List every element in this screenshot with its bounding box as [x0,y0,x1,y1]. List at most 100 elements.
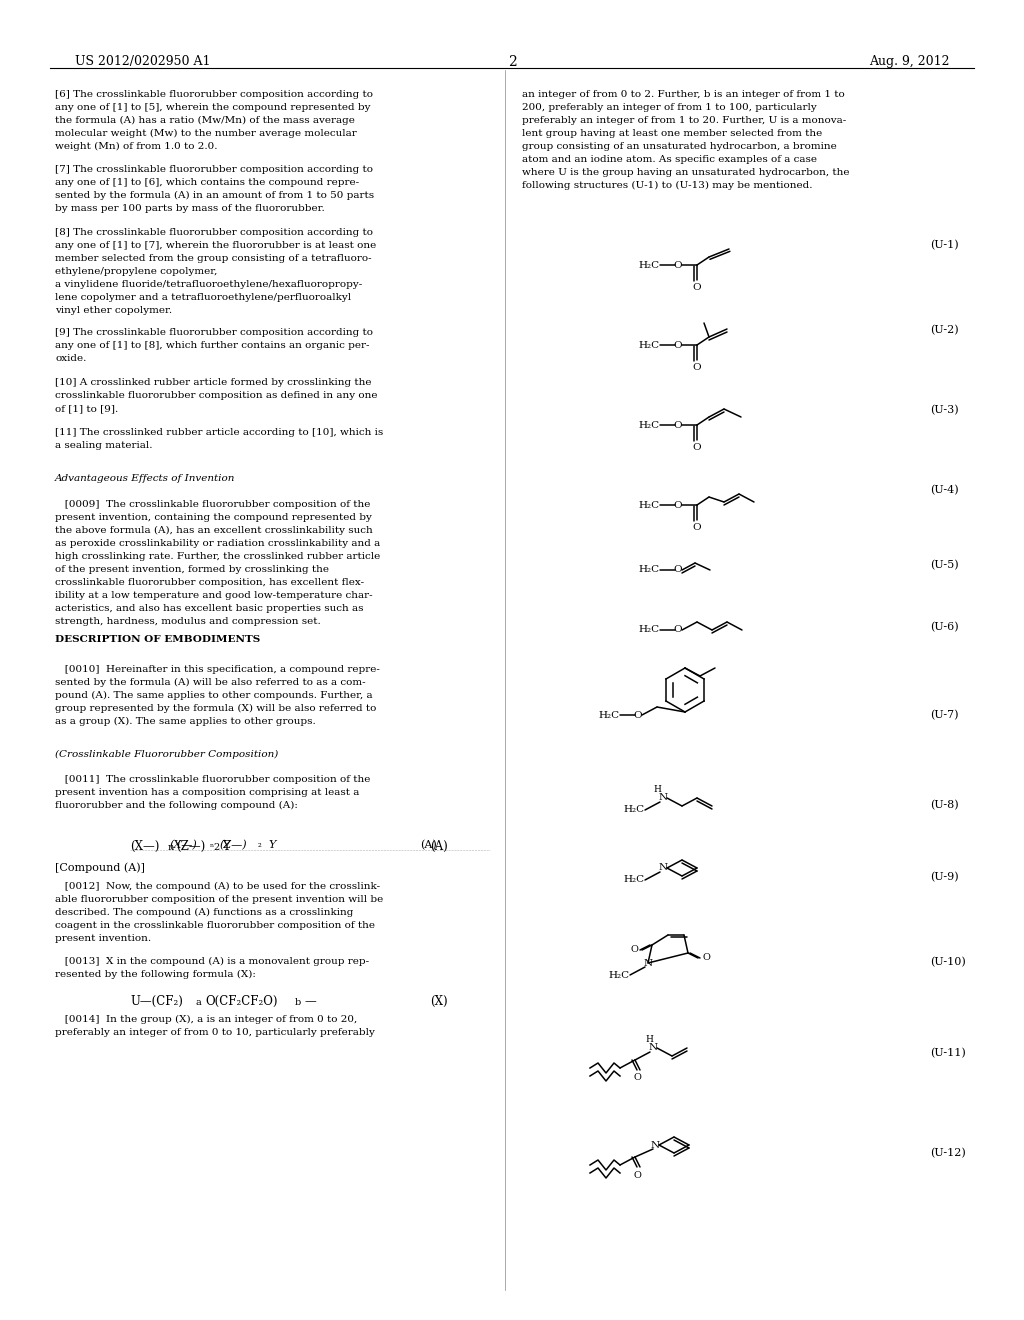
Text: described. The compound (A) functions as a crosslinking: described. The compound (A) functions as… [55,908,353,917]
Text: lene copolymer and a tetrafluoroethylene/perfluoroalkyl: lene copolymer and a tetrafluoroethylene… [55,293,351,302]
Text: O: O [692,523,701,532]
Text: [Compound (A)]: [Compound (A)] [55,862,145,873]
Text: [0014]  In the group (X), a is an integer of from 0 to 20,: [0014] In the group (X), a is an integer… [55,1015,357,1024]
Text: present invention.: present invention. [55,935,152,942]
Text: resented by the following formula (X):: resented by the following formula (X): [55,970,256,979]
Text: DESCRIPTION OF EMBODIMENTS: DESCRIPTION OF EMBODIMENTS [55,635,260,644]
Text: the above formula (A), has an excellent crosslinkability such: the above formula (A), has an excellent … [55,525,373,535]
Text: as a group (X). The same applies to other groups.: as a group (X). The same applies to othe… [55,717,315,726]
Text: (X): (X) [430,995,447,1008]
Text: 2: 2 [508,55,516,69]
Text: Advantageous Effects of Invention: Advantageous Effects of Invention [55,474,236,483]
Text: (A): (A) [430,840,447,853]
Text: sented by the formula (A) will be also referred to as a com-: sented by the formula (A) will be also r… [55,678,366,688]
Text: H: H [653,785,660,795]
Text: an integer of from 0 to 2. Further, b is an integer of from 1 to: an integer of from 0 to 2. Further, b is… [522,90,845,99]
Text: lent group having at least one member selected from the: lent group having at least one member se… [522,129,822,139]
Text: Y: Y [222,840,229,853]
Text: H₂C: H₂C [624,805,645,814]
Text: Aug. 9, 2012: Aug. 9, 2012 [869,55,950,69]
Text: (U-11): (U-11) [930,1048,966,1059]
Text: ₂: ₂ [258,840,262,849]
Text: (U-1): (U-1) [930,240,958,251]
Text: O(CF₂CF₂O): O(CF₂CF₂O) [205,995,278,1008]
Text: [7] The crosslinkable fluororubber composition according to: [7] The crosslinkable fluororubber compo… [55,165,373,174]
Text: 200, preferably an integer of from 1 to 100, particularly: 200, preferably an integer of from 1 to … [522,103,817,112]
Text: high crosslinking rate. Further, the crosslinked rubber article: high crosslinking rate. Further, the cro… [55,552,380,561]
Text: strength, hardness, modulus and compression set.: strength, hardness, modulus and compress… [55,616,321,626]
Text: pound (A). The same applies to other compounds. Further, a: pound (A). The same applies to other com… [55,690,373,700]
Text: any one of [1] to [8], which further contains an organic per-: any one of [1] to [8], which further con… [55,341,370,350]
Text: [9] The crosslinkable fluororubber composition according to: [9] The crosslinkable fluororubber compo… [55,327,373,337]
Text: (U-7): (U-7) [930,710,958,721]
Text: N: N [643,958,652,968]
Text: molecular weight (Mw) to the number average molecular: molecular weight (Mw) to the number aver… [55,129,356,139]
Text: of the present invention, formed by crosslinking the: of the present invention, formed by cros… [55,565,329,574]
Text: as peroxide crosslinkability or radiation crosslinkability and a: as peroxide crosslinkability or radiatio… [55,539,380,548]
Text: any one of [1] to [6], which contains the compound repre-: any one of [1] to [6], which contains th… [55,178,359,187]
Text: (U-2): (U-2) [930,325,958,335]
Text: [0013]  X in the compound (A) is a monovalent group rep-: [0013] X in the compound (A) is a monova… [55,957,369,966]
Text: weight (Mn) of from 1.0 to 2.0.: weight (Mn) of from 1.0 to 2.0. [55,143,217,150]
Text: any one of [1] to [5], wherein the compound represented by: any one of [1] to [5], wherein the compo… [55,103,371,112]
Text: [6] The crosslinkable fluororubber composition according to: [6] The crosslinkable fluororubber compo… [55,90,373,99]
Text: H₂C: H₂C [639,260,660,269]
Text: group represented by the formula (X) will be also referred to: group represented by the formula (X) wil… [55,704,377,713]
Text: O: O [630,945,638,954]
Text: Y: Y [268,840,275,850]
Text: O: O [634,710,642,719]
Text: O: O [674,565,682,574]
Text: H₂C: H₂C [639,421,660,429]
Text: b: b [295,998,301,1007]
Text: any one of [1] to [7], wherein the fluororubber is at least one: any one of [1] to [7], wherein the fluor… [55,242,376,249]
Text: N: N [658,863,668,873]
Text: (U-4): (U-4) [930,484,958,495]
Text: 2: 2 [213,843,219,851]
Text: (Z—): (Z—) [220,840,248,850]
Text: U—(CF₂): U—(CF₂) [130,995,183,1008]
Text: where U is the group having an unsaturated hydrocarbon, the: where U is the group having an unsaturat… [522,168,850,177]
Text: (X—): (X—) [130,840,160,853]
Text: member selected from the group consisting of a tetrafluoro-: member selected from the group consistin… [55,253,372,263]
Text: (Z—): (Z—) [176,840,205,853]
Text: H₂C: H₂C [639,500,660,510]
Text: (U-9): (U-9) [930,873,958,882]
Text: (U-5): (U-5) [930,560,958,570]
Text: [10] A crosslinked rubber article formed by crosslinking the: [10] A crosslinked rubber article formed… [55,378,372,387]
Text: H: H [645,1035,653,1044]
Text: n: n [168,843,174,851]
Text: of [1] to [9].: of [1] to [9]. [55,404,118,413]
Text: (A): (A) [420,840,437,850]
Text: (U-8): (U-8) [930,800,958,810]
Text: a vinylidene fluoride/tetrafluoroethylene/hexafluoropropy-: a vinylidene fluoride/tetrafluoroethylen… [55,280,362,289]
Text: preferably an integer of from 0 to 10, particularly preferably: preferably an integer of from 0 to 10, p… [55,1028,375,1038]
Text: by mass per 100 parts by mass of the fluororubber.: by mass per 100 parts by mass of the flu… [55,205,325,213]
Text: O: O [674,500,682,510]
Text: ethylene/propylene copolymer,: ethylene/propylene copolymer, [55,267,217,276]
Text: present invention, containing the compound represented by: present invention, containing the compou… [55,513,372,521]
Text: ibility at a low temperature and good low-temperature char-: ibility at a low temperature and good lo… [55,591,373,601]
Text: O: O [674,341,682,350]
Text: able fluororubber composition of the present invention will be: able fluororubber composition of the pre… [55,895,383,904]
Text: (U-6): (U-6) [930,622,958,632]
Text: a sealing material.: a sealing material. [55,441,153,450]
Text: following structures (U-1) to (U-13) may be mentioned.: following structures (U-1) to (U-13) may… [522,181,812,190]
Text: (U-3): (U-3) [930,405,958,416]
Text: O: O [692,363,701,371]
Text: O: O [674,260,682,269]
Text: O: O [633,1073,641,1082]
Text: O: O [702,953,710,962]
Text: fluororubber and the following compound (A):: fluororubber and the following compound … [55,801,298,810]
Text: a: a [196,998,202,1007]
Text: (U-12): (U-12) [930,1148,966,1159]
Text: (Crosslinkable Fluororubber Composition): (Crosslinkable Fluororubber Composition) [55,750,279,759]
Text: O: O [692,442,701,451]
Text: oxide.: oxide. [55,354,86,363]
Text: H₂C: H₂C [599,710,620,719]
Text: present invention has a composition comprising at least a: present invention has a composition comp… [55,788,359,797]
Text: crosslinkable fluororubber composition as defined in any one: crosslinkable fluororubber composition a… [55,391,378,400]
Text: group consisting of an unsaturated hydrocarbon, a bromine: group consisting of an unsaturated hydro… [522,143,837,150]
Text: [8] The crosslinkable fluororubber composition according to: [8] The crosslinkable fluororubber compo… [55,228,373,238]
Text: O: O [633,1171,641,1180]
Text: H₂C: H₂C [609,970,630,979]
